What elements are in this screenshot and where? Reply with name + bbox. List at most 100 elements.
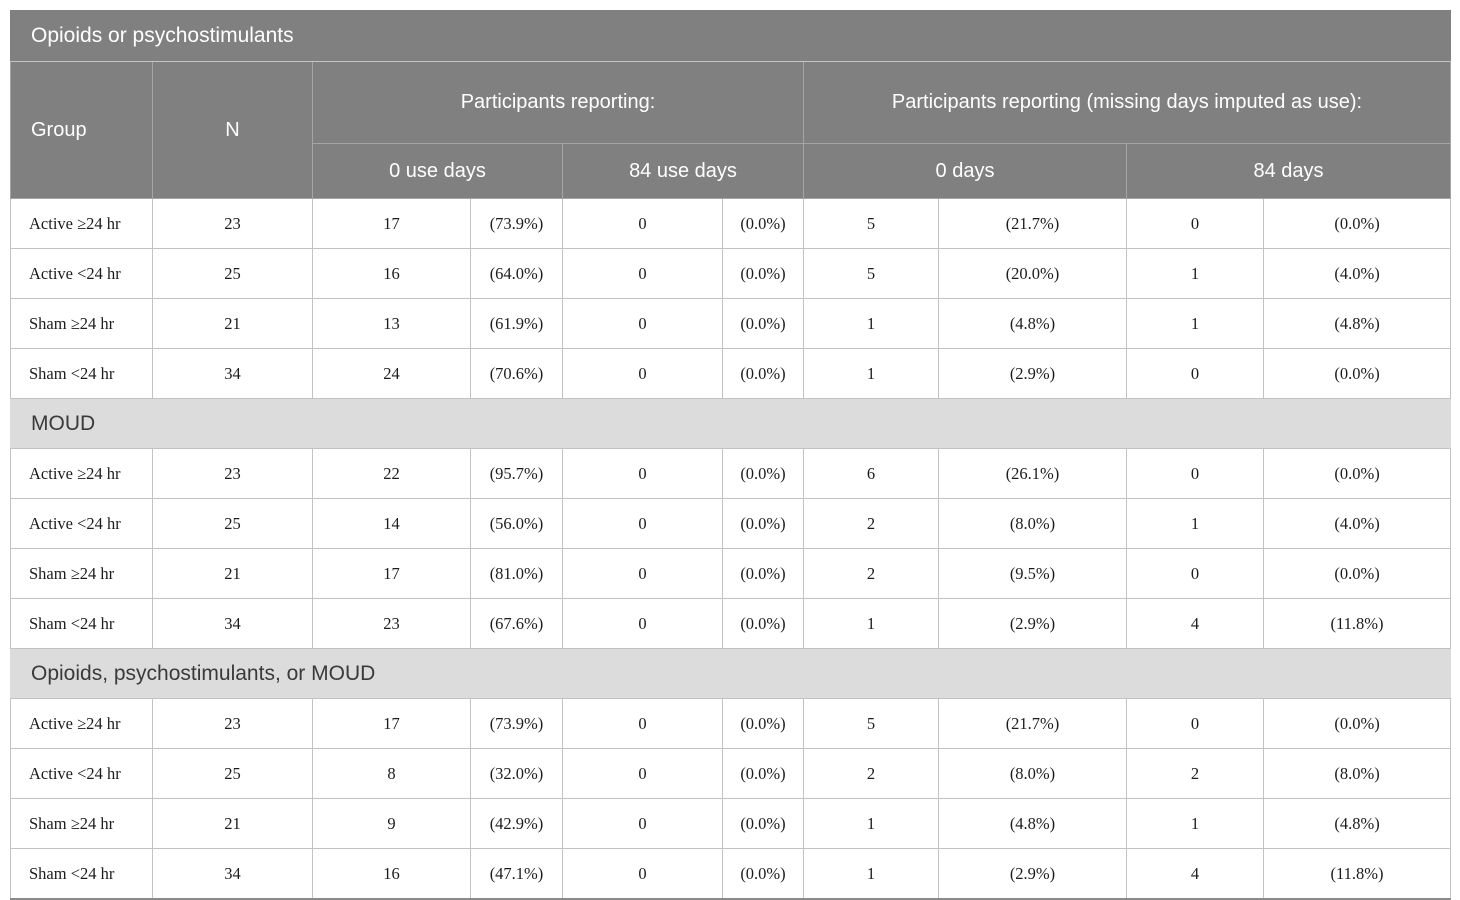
results-table-container: Opioids or psychostimulants Group N Part… (9, 10, 1452, 900)
table-body: Active ≥24 hr 23 17 (73.9%) 0 (0.0%) 5 (21.7%) 0… (9, 198, 1452, 900)
data-cell: (26.1%) (938, 448, 1127, 499)
data-cell: 5 (803, 248, 939, 299)
data-cell: 13 (312, 298, 471, 349)
data-cell: (0.0%) (722, 848, 804, 900)
section-label: Opioids, psychostimulants, or MOUD (9, 648, 1452, 699)
data-cell: 23 (312, 598, 471, 649)
group-cell: Active <24 hr (10, 248, 153, 299)
sub-header-row: 0 use days 84 use days 0 days 84 days (11, 143, 1452, 199)
data-cell: 0 (562, 798, 723, 849)
data-cell: 17 (312, 198, 471, 249)
n-cell: 25 (152, 498, 313, 549)
data-cell: (0.0%) (722, 798, 804, 849)
data-cell: (70.6%) (470, 348, 563, 399)
data-cell: (20.0%) (938, 248, 1127, 299)
data-cell: 0 (562, 298, 723, 349)
data-cell: 1 (803, 848, 939, 900)
table-row: Active <24 hr 25 8 (32.0%) 0 (0.0%) 2 (8.0%) 2 (8… (10, 748, 1452, 799)
data-cell: 16 (312, 848, 471, 900)
data-cell: (0.0%) (722, 448, 804, 499)
data-cell: 5 (803, 198, 939, 249)
section-label: MOUD (9, 398, 1452, 449)
data-cell: (8.0%) (938, 748, 1127, 799)
data-cell: 4 (1126, 848, 1264, 900)
data-cell: 4 (1126, 598, 1264, 649)
table-row: Sham ≥24 hr 21 13 (61.9%) 0 (0.0%) 1 (4.8%) 1 (4.… (10, 298, 1452, 349)
data-cell: 5 (803, 698, 939, 749)
n-cell: 34 (152, 348, 313, 399)
data-cell: 0 (562, 848, 723, 900)
data-cell: (4.8%) (1262, 798, 1452, 849)
col-header-participants-reporting-imputed: Participants reporting (missing days imp… (802, 61, 1452, 144)
n-cell: 34 (152, 848, 313, 900)
data-cell: 0 (562, 748, 723, 799)
data-cell: (73.9%) (470, 698, 563, 749)
data-cell: (81.0%) (470, 548, 563, 599)
data-cell: 0 (1126, 198, 1264, 249)
data-cell: (56.0%) (470, 498, 563, 549)
data-cell: 1 (803, 598, 939, 649)
data-cell: 2 (1126, 748, 1264, 799)
sub-header-0-use-days: 0 use days (312, 143, 563, 199)
table-row: Sham <24 hr 34 23 (67.6%) 0 (0.0%) 1 (2.9%) 4 (11… (10, 598, 1452, 649)
data-cell: 0 (1126, 348, 1264, 399)
table-row: Active ≥24 hr 23 22 (95.7%) 0 (0.0%) 6 (26.1%) 0… (10, 448, 1452, 499)
table-row: Active <24 hr 25 16 (64.0%) 0 (0.0%) 5 (20.0%) 1… (10, 248, 1452, 299)
data-cell: (9.5%) (938, 548, 1127, 599)
table-row: Sham ≥24 hr 21 17 (81.0%) 0 (0.0%) 2 (9.5%) 0 (0.… (10, 548, 1452, 599)
data-cell: 1 (803, 348, 939, 399)
data-cell: (0.0%) (722, 698, 804, 749)
n-cell: 21 (152, 298, 313, 349)
data-cell: 0 (1126, 698, 1264, 749)
data-cell: (8.0%) (938, 498, 1127, 549)
data-cell: 9 (312, 798, 471, 849)
data-cell: (2.9%) (938, 848, 1127, 900)
data-cell: 6 (803, 448, 939, 499)
data-cell: 1 (803, 798, 939, 849)
section-band: Opioids, psychostimulants, or MOUD (9, 648, 1452, 699)
table-row: Sham <24 hr 34 16 (47.1%) 0 (0.0%) 1 (2.9%) 4 (11… (10, 848, 1452, 900)
col-header-group: Group (10, 61, 153, 199)
col-header-n: N (152, 61, 313, 199)
sub-header-0-days: 0 days (803, 143, 1127, 199)
data-cell: (0.0%) (1262, 348, 1452, 399)
data-cell: (0.0%) (722, 548, 804, 599)
data-cell: (47.1%) (470, 848, 563, 900)
data-cell: 0 (562, 548, 723, 599)
data-cell: (21.7%) (938, 698, 1127, 749)
data-cell: 0 (1126, 448, 1264, 499)
group-cell: Sham <24 hr (10, 598, 153, 649)
data-cell: (0.0%) (1262, 698, 1452, 749)
data-cell: (42.9%) (470, 798, 563, 849)
n-cell: 23 (152, 698, 313, 749)
data-cell: (0.0%) (1262, 548, 1452, 599)
data-cell: 0 (562, 248, 723, 299)
data-cell: (95.7%) (470, 448, 563, 499)
data-cell: (4.0%) (1262, 498, 1452, 549)
table-title: Opioids or psychostimulants (9, 10, 1452, 62)
data-cell: (0.0%) (722, 348, 804, 399)
table-title-band: Opioids or psychostimulants (9, 10, 1452, 62)
data-cell: 0 (562, 598, 723, 649)
results-table: Opioids or psychostimulants Group N Part… (9, 10, 1452, 900)
data-cell: 2 (803, 748, 939, 799)
group-cell: Active ≥24 hr (10, 698, 153, 749)
group-cell: Sham <24 hr (10, 348, 153, 399)
data-cell: 0 (562, 698, 723, 749)
data-cell: 0 (562, 448, 723, 499)
data-cell: (0.0%) (1262, 448, 1452, 499)
data-cell: 0 (562, 498, 723, 549)
table-row: Sham <24 hr 34 24 (70.6%) 0 (0.0%) 1 (2.9%) 0 (0.… (10, 348, 1452, 399)
data-cell: (64.0%) (470, 248, 563, 299)
table-row: Active ≥24 hr 23 17 (73.9%) 0 (0.0%) 5 (21.7%) 0… (10, 698, 1452, 749)
n-cell: 23 (152, 448, 313, 499)
col-header-participants-reporting: Participants reporting: (312, 61, 804, 144)
data-cell: (0.0%) (722, 298, 804, 349)
data-cell: (0.0%) (1262, 198, 1452, 249)
n-cell: 21 (152, 798, 313, 849)
table-row: Active ≥24 hr 23 17 (73.9%) 0 (0.0%) 5 (21.7%) 0… (10, 198, 1452, 249)
data-cell: (73.9%) (470, 198, 563, 249)
data-cell: 2 (803, 498, 939, 549)
group-cell: Active <24 hr (10, 498, 153, 549)
data-cell: 1 (1126, 298, 1264, 349)
